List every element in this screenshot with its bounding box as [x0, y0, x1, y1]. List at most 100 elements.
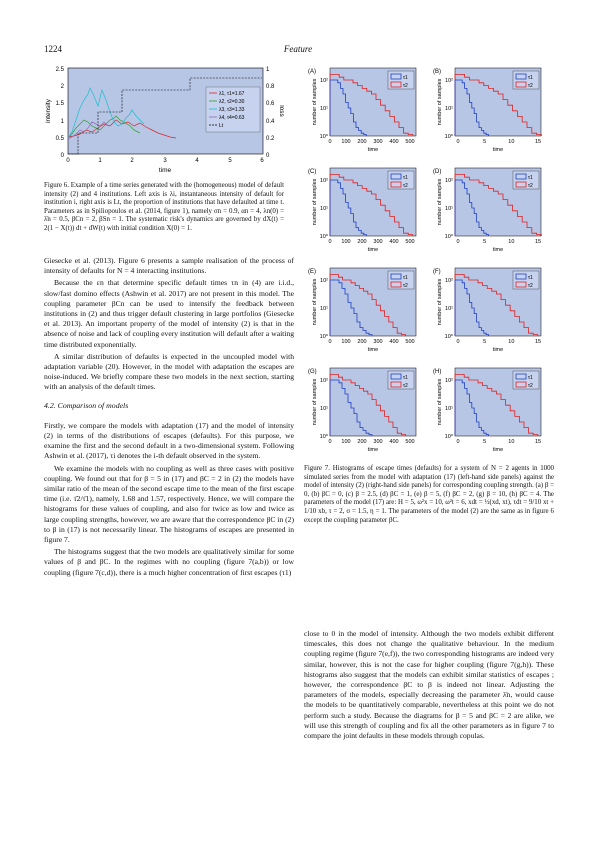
figure-6-caption: Figure 6. Example of a time series gener… — [44, 182, 284, 232]
fig7-panel-label: (H) — [433, 369, 441, 375]
fig7-legend-swatch — [515, 173, 527, 180]
paragraph: Giesecke et al. (2013). Figure 6 present… — [44, 256, 294, 276]
fig7-ylabel: number of samples — [437, 378, 443, 425]
fig7-histogram — [329, 79, 367, 136]
fig7-legend — [387, 370, 415, 390]
fig7-xtick: 300 — [373, 339, 382, 345]
fig6-ytick: 0 — [61, 153, 65, 159]
paragraph: A similar distribution of defaults is ex… — [44, 351, 294, 392]
fig7-histogram — [454, 179, 490, 236]
fig7-legend-swatch — [390, 373, 402, 380]
fig6-xtick: 4 — [195, 158, 199, 164]
fig7-xtick: 15 — [535, 339, 541, 345]
fig7-legend-label: τ2 — [403, 383, 408, 389]
fig6-y2tick: 0 — [266, 153, 270, 159]
fig7-ytick: 10¹ — [320, 206, 328, 212]
fig7-histogram — [454, 379, 490, 436]
fig6-legend-lambda2: λ2, τ2=0.30 — [219, 99, 245, 105]
fig7-xtick: 5 — [483, 339, 486, 345]
fig7-legend-swatch — [390, 181, 402, 188]
fig7-legend — [387, 170, 415, 190]
right-column: close to 0 in the model of intensity. Al… — [304, 629, 554, 743]
fig6-y2label: loss — [278, 105, 284, 117]
fig7-xlabel: time — [368, 247, 378, 253]
fig7-xtick: 200 — [357, 139, 366, 145]
fig7-xtick: 400 — [389, 339, 398, 345]
section-heading: 4.2. Comparison of models — [44, 400, 129, 410]
fig6-y2tick: 1 — [266, 67, 270, 73]
fig7-legend — [387, 270, 415, 290]
fig7-legend-swatch — [515, 273, 527, 280]
fig7-legend-swatch — [515, 181, 527, 188]
fig7-histogram — [329, 379, 373, 436]
fig7-xtick: 10 — [508, 239, 514, 245]
fig7-legend-swatch — [515, 381, 527, 388]
fig7-ytick: 10¹ — [320, 406, 328, 412]
fig6-series-loss — [68, 77, 262, 155]
fig7-ytick: 10¹ — [445, 306, 453, 312]
fig7-ytick: 10¹ — [445, 406, 453, 412]
page-number: 1224 — [44, 44, 62, 54]
fig7-xtick: 0 — [456, 139, 459, 145]
fig7-xtick: 5 — [483, 439, 486, 445]
fig7-xtick: 5 — [483, 139, 486, 145]
fig6-xlabel: time — [159, 167, 172, 174]
fig7-xtick: 0 — [328, 239, 331, 245]
fig7-legend-label: τ1 — [403, 175, 408, 181]
fig7-histogram — [454, 79, 490, 136]
fig7-panel-label: (C) — [308, 169, 316, 175]
fig7-ylabel: number of samples — [312, 78, 318, 125]
fig7-xlabel: time — [493, 447, 503, 453]
fig7-legend-label: τ1 — [403, 275, 408, 281]
fig7-legend-label: τ1 — [403, 375, 408, 381]
fig7-ytick: 10² — [445, 378, 453, 384]
fig7-panel-label: (F) — [433, 269, 441, 275]
fig7-ytick: 10⁰ — [320, 333, 329, 340]
fig6-y2tick: 0.6 — [266, 101, 275, 107]
fig7-xtick: 300 — [373, 439, 382, 445]
fig7-legend — [512, 170, 540, 190]
fig6-legend-lambda4: λ4, τ4=0.63 — [219, 115, 245, 121]
fig7-histogram — [454, 174, 542, 236]
fig7-xtick: 300 — [373, 239, 382, 245]
fig7-xlabel: time — [493, 347, 503, 353]
fig7-legend-swatch — [390, 273, 402, 280]
fig7-ytick: 10⁰ — [445, 133, 454, 140]
fig7-xtick: 0 — [456, 339, 459, 345]
fig7-legend-swatch — [515, 281, 527, 288]
fig7-ytick: 10² — [445, 178, 453, 184]
left-column: Giesecke et al. (2013). Figure 6 present… — [44, 256, 294, 580]
fig7-xlabel: time — [368, 147, 378, 153]
fig7-panel-label: (E) — [308, 269, 316, 275]
fig6-legend-lambda3: λ3, τ3=1.33 — [219, 107, 245, 113]
fig7-histogram — [329, 279, 373, 336]
fig7-xtick: 200 — [357, 339, 366, 345]
fig7-ytick: 10¹ — [445, 206, 453, 212]
fig7-xtick: 400 — [389, 239, 398, 245]
fig7-histogram — [329, 273, 406, 336]
fig7-ylabel: number of samples — [312, 178, 318, 225]
fig7-legend-label: τ1 — [403, 75, 408, 81]
fig7-xtick: 100 — [341, 239, 350, 245]
fig7-legend-label: τ2 — [403, 283, 408, 289]
fig6-xtick: 0 — [66, 158, 70, 164]
fig7-ytick: 10¹ — [320, 306, 328, 312]
fig7-xlabel: time — [368, 447, 378, 453]
fig6-y2tick: 0.8 — [266, 84, 275, 90]
fig7-xtick: 500 — [405, 139, 414, 145]
fig7-xtick: 0 — [456, 239, 459, 245]
fig7-legend-label: τ1 — [528, 375, 533, 381]
fig6-legend — [205, 86, 261, 133]
fig7-legend — [512, 370, 540, 390]
fig7-legend-swatch — [515, 373, 527, 380]
fig7-xtick: 0 — [328, 139, 331, 145]
fig7-legend-label: τ1 — [528, 175, 533, 181]
fig7-panel-label: (B) — [433, 69, 441, 75]
fig7-legend-label: τ1 — [528, 75, 533, 81]
fig7-xtick: 10 — [508, 139, 514, 145]
fig7-ytick: 10⁰ — [320, 133, 329, 140]
fig7-xtick: 100 — [341, 439, 350, 445]
fig7-legend-label: τ2 — [528, 383, 533, 389]
fig6-y2tick: 0.2 — [266, 136, 275, 142]
